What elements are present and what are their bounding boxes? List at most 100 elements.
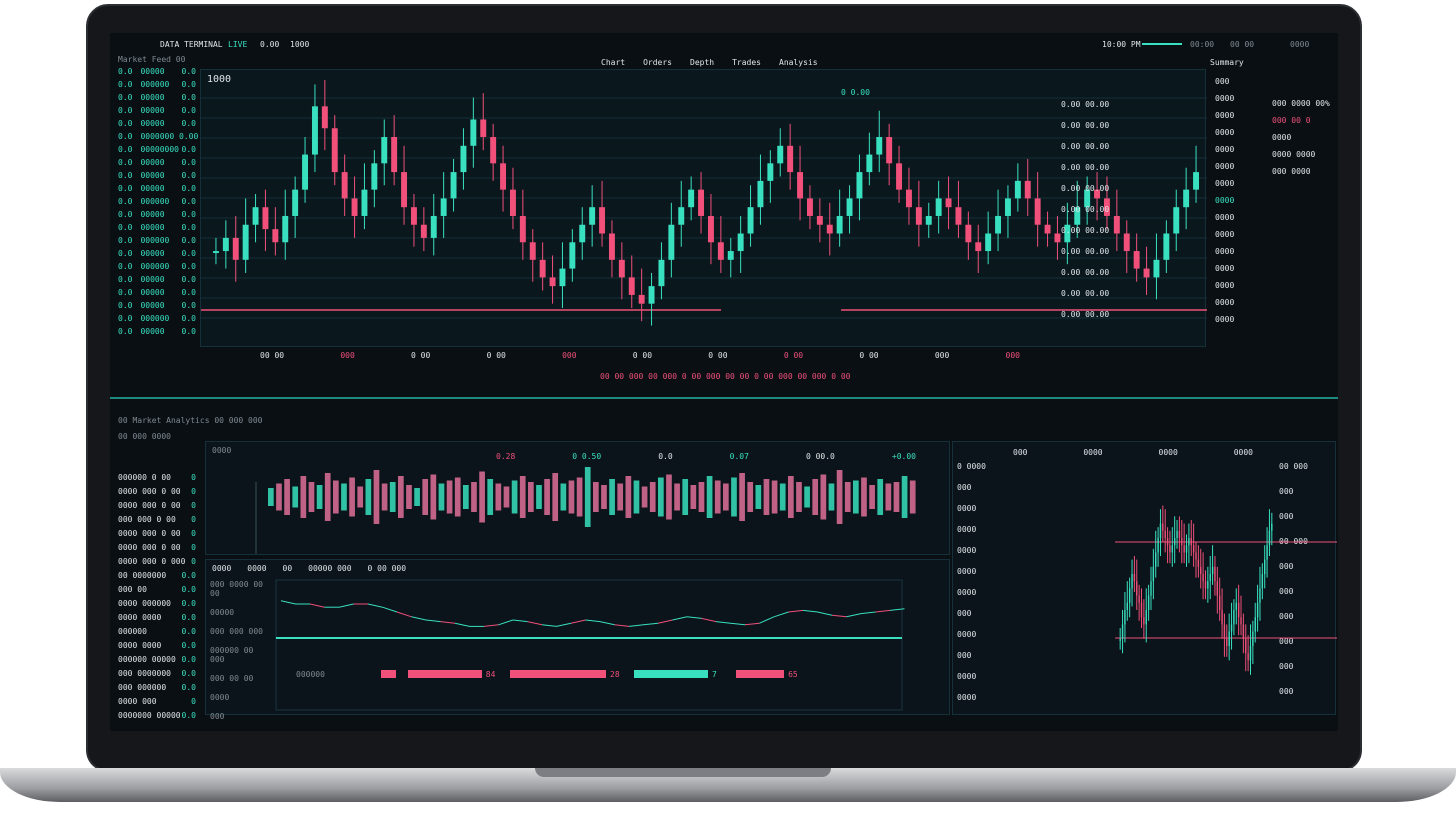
topbar-item[interactable]: LIVE — [228, 40, 248, 49]
header-value: 0 0.00 — [841, 88, 870, 97]
volume-bar — [779, 483, 786, 511]
name: 00000 — [140, 171, 165, 180]
bottom-left-row[interactable]: 0000 000 0 00 0 — [118, 529, 196, 538]
watchlist-row[interactable]: 0.0 000000 0.0 — [118, 197, 196, 206]
candle — [1159, 523, 1162, 538]
value: 0.0 — [181, 119, 196, 128]
side-left-row: 0000 — [957, 693, 977, 702]
candle — [806, 198, 813, 216]
watchlist-row[interactable]: 0.0 00000000 0.0 — [118, 145, 196, 154]
name: 00000 — [140, 184, 165, 193]
tab-analysis[interactable]: Analysis — [779, 58, 818, 67]
bottom-left-row[interactable]: 0000 000 0 000 0 — [118, 557, 196, 566]
watchlist-row[interactable]: 0.0 00000 0.0 — [118, 288, 196, 297]
side-candlestick-chart[interactable] — [953, 442, 1337, 716]
candle — [1185, 545, 1188, 553]
watchlist-row[interactable]: 0.0 000000 0.0 — [118, 314, 196, 323]
watchlist-row[interactable]: 0.0 00000 0.0 — [118, 184, 196, 193]
volume-bar — [812, 479, 819, 515]
right-row: 0000 — [1215, 213, 1235, 222]
tab-trades[interactable]: Trades — [732, 58, 761, 67]
candle — [1188, 538, 1190, 546]
line-tab[interactable]: 00000 000 — [308, 564, 352, 573]
bottom-left-row[interactable]: 0000 0000 0.0 — [118, 613, 196, 622]
bottom-left-row[interactable]: 000 000 0 00 0 — [118, 515, 196, 524]
candle — [1153, 259, 1160, 278]
bottom-left-row[interactable]: 0000 000 0 — [118, 697, 196, 706]
candlestick-chart[interactable] — [201, 70, 1207, 348]
line-panel: 0000 0000 00 00000 000 0 00 000 000 0000 00 … — [205, 559, 951, 721]
volume-bar — [576, 477, 583, 517]
bottom-left-row[interactable]: 00 0000000 0.0 — [118, 571, 196, 580]
watchlist-row[interactable]: 0.0 00000 0.0 — [118, 171, 196, 180]
bottom-left-row[interactable]: 0000 000 0 00 0 — [118, 501, 196, 510]
candle — [549, 277, 556, 287]
tab-orders[interactable]: Orders — [643, 58, 672, 67]
tab-chart[interactable]: Chart — [601, 58, 626, 67]
line-tab[interactable]: 00 — [282, 564, 293, 573]
candle — [381, 137, 388, 164]
volume-bar — [365, 479, 372, 515]
topbar-item[interactable]: 0.00 — [260, 40, 280, 49]
progress-line — [1142, 43, 1182, 45]
bottom-left-row[interactable]: 0000 0000 0.0 — [118, 641, 196, 650]
candle — [1157, 538, 1159, 553]
line-segment — [367, 603, 383, 608]
side-header: 0000 — [1233, 448, 1253, 457]
bottom-left-row[interactable]: 000000 00000 0.0 — [118, 655, 196, 664]
line-tab[interactable]: 0000 — [247, 564, 267, 573]
value: 0.0 — [181, 262, 196, 271]
volume-bar — [438, 483, 445, 511]
ticker: 0.0 — [118, 197, 133, 206]
volume-bars[interactable] — [206, 442, 951, 556]
right-row: 000 — [1215, 77, 1230, 86]
watchlist-row[interactable]: 0.0 00000 0.0 — [118, 301, 196, 310]
volume-bar — [414, 488, 420, 506]
bottom-left-row[interactable]: 0000000 00000 0.0 — [118, 711, 196, 720]
bottom-left-row[interactable]: 000 0000000 0.0 — [118, 669, 196, 678]
watchlist-row[interactable]: 0.0 00000 0.0 — [118, 249, 196, 258]
row-label: 000 00 — [118, 585, 147, 594]
side-right-row: 000 — [1279, 587, 1294, 596]
watchlist-row[interactable]: 0.0 00000 0.0 — [118, 106, 196, 115]
watchlist-row[interactable]: 0.0 000000 0.0 — [118, 80, 196, 89]
candle — [371, 163, 378, 190]
watchlist-row[interactable]: 0.0 00000 0.0 — [118, 67, 196, 76]
line-tab[interactable]: 0000 — [212, 564, 232, 573]
volume-bar — [747, 482, 754, 512]
watchlist-row[interactable]: 0.0 00000 0.0 — [118, 327, 196, 336]
bottom-left-row[interactable]: 000 00 0.0 — [118, 585, 196, 594]
candle — [420, 224, 427, 238]
watchlist-row[interactable]: 0.0 00000 0.0 — [118, 223, 196, 232]
bottom-left-row[interactable]: 0000 000 0 00 0 — [118, 487, 196, 496]
tab-depth[interactable]: Depth — [690, 58, 715, 67]
bottom-left-row[interactable]: 0000 000 0 00 0 — [118, 543, 196, 552]
volume-bar — [341, 483, 347, 511]
line-chart[interactable] — [206, 560, 951, 716]
line-tab[interactable]: 0 00 000 — [367, 564, 407, 573]
overlay-row: 0.00 00.00 — [1061, 268, 1110, 277]
watchlist-row[interactable]: 0.0 000000 0.0 — [118, 262, 196, 271]
bottom-left-row[interactable]: 000000 0.0 — [118, 627, 196, 636]
watchlist-row[interactable]: 0.0 00000 0.0 — [118, 210, 196, 219]
watchlist-row[interactable]: 0.00000000 0.00.0 — [118, 132, 208, 141]
watchlist-row[interactable]: 0.0 00000 0.0 — [118, 119, 196, 128]
candle — [1223, 624, 1226, 639]
bottom-left-row[interactable]: 000 000000 0.0 — [118, 683, 196, 692]
ticker: 0.0 — [118, 236, 133, 245]
watchlist-row[interactable]: 0.0 00000 0.0 — [118, 93, 196, 102]
candle — [1207, 581, 1209, 589]
name: 00000000 — [140, 145, 179, 154]
bottom-left-row[interactable]: 0000 000000 0.0 — [118, 599, 196, 608]
line-segment — [570, 619, 586, 624]
right-panel-list: 000 0000 0000 0000 0000 0000 0000 0000 0000 0000 0… — [1215, 77, 1265, 332]
side-left-row: 000 — [957, 609, 972, 618]
candle — [787, 145, 794, 173]
watchlist-row[interactable]: 0.0 00000 0.0 — [118, 158, 196, 167]
watchlist-row[interactable]: 0.0 00000 0.0 — [118, 275, 196, 284]
topbar-item[interactable]: 1000 — [290, 40, 310, 49]
watchlist-row[interactable]: 0.0 000000 0.0 — [118, 236, 196, 245]
bottom-left-row[interactable]: 000000 0 00 0 — [118, 473, 196, 482]
line-segment — [338, 603, 354, 608]
volume-stats: 0.28 0 0.50 0.0 0.07 0 00.0 +0.00 — [496, 452, 916, 461]
